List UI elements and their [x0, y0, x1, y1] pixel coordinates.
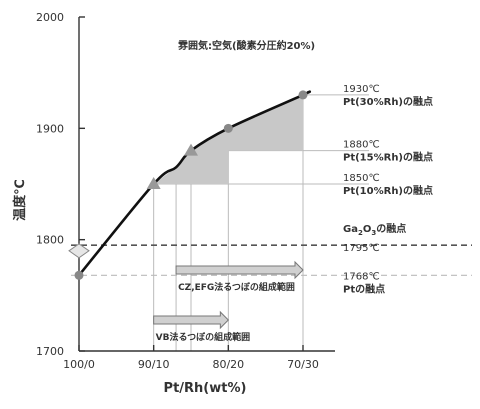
pt-melting-label: Ptの融点 [343, 282, 385, 295]
melting-temp-value: 1930℃ [343, 84, 380, 95]
subscript: 2 [358, 229, 363, 237]
melting-point-label: Pt(30%Rh)の融点 [343, 95, 433, 108]
reference-lines-layer [71, 244, 472, 276]
x-tick-label: 70/30 [287, 358, 319, 371]
data-marker-diamond [68, 243, 90, 259]
melting-temp-value: 1850℃ [343, 173, 380, 184]
label-part: Ga [343, 224, 358, 235]
data-marker-triangle [146, 177, 161, 189]
x-tick-label: 90/10 [138, 358, 170, 371]
axes-layer: 1700 1800 1900 2000 100/0 90/10 80/20 70/30 Pt/R… [12, 11, 335, 396]
y-tick-label: 1800 [36, 234, 64, 247]
shaded-region-layer [153, 94, 303, 184]
range-arrow-shape [175, 260, 304, 280]
data-marker-circle [223, 123, 233, 133]
subscript: 3 [371, 229, 376, 237]
y-tick-label: 2000 [36, 11, 64, 24]
range-arrows-layer: CZ,EFG法るつぼの組成範囲 VB法るつぼの組成範囲 [153, 260, 304, 343]
data-marker-triangle [184, 143, 198, 156]
markers-layer [68, 90, 308, 280]
label-part: O [363, 224, 372, 235]
y-tick-label: 1900 [36, 122, 64, 135]
range-label: VB法るつぼの組成範囲 [156, 331, 250, 343]
melting-point-label: Pt(15%Rh)の融点 [343, 151, 433, 164]
atmosphere-note: 雰囲気:空気(酸素分圧約20%) [178, 39, 315, 52]
melting-point-label: Pt(10%Rh)の融点 [343, 184, 433, 197]
ga2o3-label: Ga2O3の融点 [343, 222, 406, 237]
range-label: CZ,EFG法るつぼの組成範囲 [178, 281, 295, 293]
shaded-composition-region [153, 94, 303, 184]
range-arrow-shape [153, 310, 230, 330]
pt-temp: 1768℃ [343, 271, 380, 282]
x-axis-title: Pt/Rh(wt%) [164, 381, 247, 396]
x-tick-label: 80/20 [212, 358, 244, 371]
melting-temp-value: 1880℃ [343, 140, 380, 151]
range-arrow: CZ,EFG法るつぼの組成範囲 [175, 260, 304, 293]
range-arrow: VB法るつぼの組成範囲 [153, 310, 250, 343]
x-tick-label: 100/0 [63, 358, 95, 371]
data-marker-circle [298, 90, 308, 100]
ga2o3-temp: 1795℃ [343, 243, 380, 254]
annotation-layer: 雰囲気:空気(酸素分圧約20%)1930℃Pt(30%Rh)の融点1880℃Pt… [178, 39, 433, 295]
y-axis-title: 温度℃ [12, 179, 28, 221]
label-part: の融点 [376, 222, 406, 235]
data-marker-circle [74, 270, 84, 280]
y-tick-label: 1700 [36, 345, 64, 358]
